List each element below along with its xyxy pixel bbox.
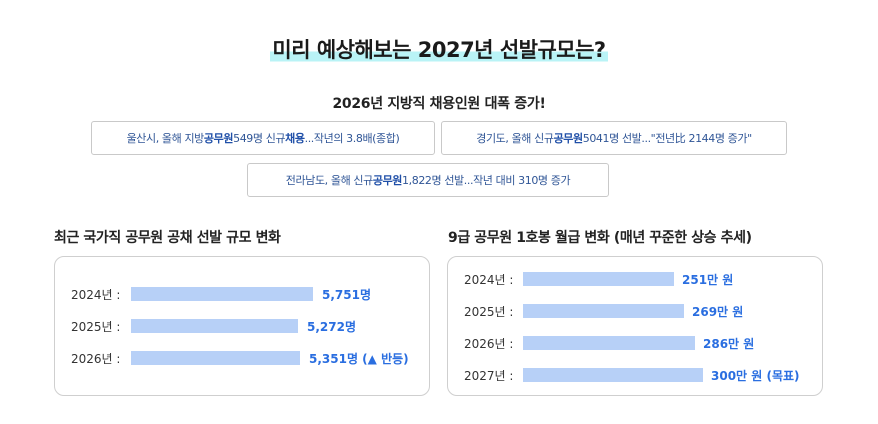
value-bar [523, 336, 695, 350]
section-subtitle: 2026년 지방직 채용인원 대폭 증가! [332, 96, 546, 112]
news-text-pre: 경기도, 올해 신규 [476, 132, 554, 145]
recruitment-row: 2025년 : 5,272명 [55, 315, 429, 337]
value-label: 286만 원 [703, 336, 755, 351]
news-link-ulsan[interactable]: 울산시, 올해 지방 공무원 549명 신규 채용 ...작년의 3.8배(종합) [91, 121, 435, 155]
value-bar [523, 368, 703, 382]
page-title: 미리 예상해보는 2027년 선발규모는? [270, 34, 608, 64]
recruitment-panel: 2024년 : 5,751명 2025년 : 5,272명 2026년 : 5,351명 … [54, 256, 430, 396]
news-text-pre: 울산시, 올해 지방 [126, 132, 205, 145]
news-text-bold: 채용 [285, 132, 305, 145]
salary-row: 2027년 : 300만 원 (목표) [448, 364, 822, 386]
value-bar [523, 272, 674, 286]
year-label: 2025년 : [71, 319, 121, 334]
year-label: 2027년 : [464, 368, 514, 383]
salary-row: 2024년 : 251만 원 [448, 268, 822, 290]
value-label: 5,751명 [322, 287, 371, 302]
recruitment-row: 2026년 : 5,351명 (▲ 반등) [55, 347, 429, 369]
value-label: 5,351명 (▲ 반등) [309, 351, 409, 366]
value-bar [523, 304, 684, 318]
news-link-gyeonggi[interactable]: 경기도, 올해 신규 공무원 5041명 선발..."전년比 2144명 증가" [441, 121, 787, 155]
news-link-jeonnam[interactable]: 전라남도, 올해 신규 공무원 1,822명 선발...작년 대비 310명 증… [247, 163, 609, 197]
year-label: 2025년 : [464, 304, 514, 319]
salary-row: 2026년 : 286만 원 [448, 332, 822, 354]
news-text-bold: 공무원 [203, 132, 234, 145]
news-text-post: ...작년의 3.8배(종합) [304, 132, 400, 145]
news-text-bold: 공무원 [553, 132, 584, 145]
recruitment-panel-title: 최근 국가직 공무원 공채 선발 규모 변화 [54, 230, 281, 246]
value-bar [131, 319, 298, 333]
year-label: 2024년 : [464, 272, 514, 287]
value-label: 251만 원 [682, 272, 734, 287]
value-label: 5,272명 [307, 319, 356, 334]
value-label: 269만 원 [692, 304, 744, 319]
value-bar [131, 351, 300, 365]
news-text-mid: 5041명 선발..."전년比 2144명 증가" [582, 132, 752, 145]
salary-panel-title: 9급 공무원 1호봉 월급 변화 (매년 꾸준한 상승 추세) [448, 230, 752, 246]
news-text-mid: 1,822명 선발...작년 대비 310명 증가 [402, 174, 571, 187]
news-text-bold: 공무원 [372, 174, 403, 187]
news-text-pre: 전라남도, 올해 신규 [285, 174, 373, 187]
header: 미리 예상해보는 2027년 선발규모는? [0, 34, 878, 64]
news-text-mid: 549명 신규 [233, 132, 286, 145]
year-label: 2026년 : [464, 336, 514, 351]
salary-row: 2025년 : 269만 원 [448, 300, 822, 322]
year-label: 2024년 : [71, 287, 121, 302]
recruitment-row: 2024년 : 5,751명 [55, 283, 429, 305]
value-bar [131, 287, 313, 301]
year-label: 2026년 : [71, 351, 121, 366]
value-label: 300만 원 (목표) [711, 368, 800, 383]
